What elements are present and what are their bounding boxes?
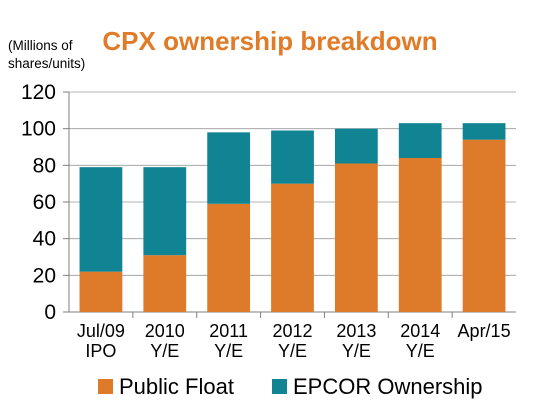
bar-epcor-ownership xyxy=(398,123,442,158)
bar-epcor-ownership xyxy=(143,167,187,256)
x-tick-label: 2010 xyxy=(145,321,185,341)
x-tick-label: 2012 xyxy=(272,321,312,341)
x-tick-label: Y/E xyxy=(342,341,371,361)
bar-epcor-ownership xyxy=(334,128,378,164)
y-tick-label: 60 xyxy=(33,191,56,214)
legend-label: EPCOR Ownership xyxy=(293,374,483,399)
bar-epcor-ownership xyxy=(79,167,123,272)
x-tick-label: Jul/09 xyxy=(77,321,125,341)
bar-epcor-ownership xyxy=(207,132,251,204)
legend-swatch xyxy=(98,379,113,394)
bar-public-float xyxy=(398,158,442,312)
legend-swatch xyxy=(272,379,287,394)
x-tick-label: Apr/15 xyxy=(458,321,511,341)
x-tick-label: 2013 xyxy=(336,321,376,341)
y-tick-label: 0 xyxy=(44,301,56,324)
bar-public-float xyxy=(79,271,123,312)
x-tick-label: 2011 xyxy=(209,321,248,341)
units-label-line-1: (Millions of xyxy=(8,38,73,53)
x-tick-label: Y/E xyxy=(406,341,435,361)
legend: Public Float EPCOR Ownership xyxy=(98,374,483,399)
y-tick-label: 120 xyxy=(21,81,56,104)
x-tick-label: 2014 xyxy=(400,321,440,341)
bar-epcor-ownership xyxy=(462,123,506,140)
x-tick-label: Y/E xyxy=(278,341,307,361)
chart-title: CPX ownership breakdown xyxy=(102,26,437,56)
bar-epcor-ownership xyxy=(271,130,314,184)
bar-public-float xyxy=(334,163,378,312)
legend-label: Public Float xyxy=(119,374,234,399)
y-axis-ticks: 0 20 40 60 80 100 120 xyxy=(21,81,56,324)
x-tick-label: Y/E xyxy=(214,341,243,361)
y-tick-label: 80 xyxy=(33,154,56,177)
bar-public-float xyxy=(207,203,251,312)
y-tick-label: 20 xyxy=(33,264,56,287)
bars xyxy=(79,123,506,312)
x-tick-label: Y/E xyxy=(150,341,179,361)
y-tick-label: 40 xyxy=(33,228,56,251)
y-tick-label: 100 xyxy=(21,118,56,141)
x-tick-label: IPO xyxy=(85,341,116,361)
bar-public-float xyxy=(271,183,314,312)
bar-public-float xyxy=(462,139,506,312)
x-axis-ticks: Jul/09IPO2010Y/E2011Y/E2012Y/E2013Y/E201… xyxy=(77,321,511,361)
bar-public-float xyxy=(143,255,187,312)
units-label-line-2: shares/units) xyxy=(8,56,85,71)
